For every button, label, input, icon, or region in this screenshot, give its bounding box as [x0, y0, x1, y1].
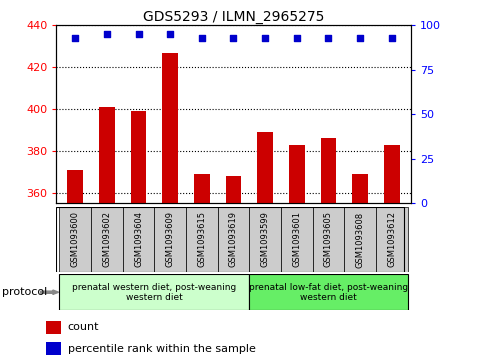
Point — [355, 35, 363, 41]
Text: count: count — [67, 322, 99, 332]
Text: prenatal western diet, post-weaning
western diet: prenatal western diet, post-weaning west… — [72, 282, 236, 302]
Text: percentile rank within the sample: percentile rank within the sample — [67, 344, 255, 354]
Bar — [281, 207, 312, 272]
Bar — [91, 207, 122, 272]
Text: protocol: protocol — [2, 287, 48, 297]
Bar — [67, 170, 83, 203]
Point — [261, 35, 268, 41]
Text: GSM1093602: GSM1093602 — [102, 212, 111, 268]
Text: prenatal low-fat diet, post-weaning
western diet: prenatal low-fat diet, post-weaning west… — [248, 282, 407, 302]
Text: GSM1093612: GSM1093612 — [386, 212, 395, 268]
Bar — [99, 107, 115, 203]
Text: GSM1093600: GSM1093600 — [71, 212, 80, 268]
Bar — [312, 207, 344, 272]
Title: GDS5293 / ILMN_2965275: GDS5293 / ILMN_2965275 — [142, 11, 324, 24]
Bar — [249, 274, 407, 310]
Bar — [351, 174, 367, 203]
Text: GSM1093608: GSM1093608 — [355, 212, 364, 268]
Text: GSM1093615: GSM1093615 — [197, 212, 206, 268]
Point — [387, 35, 395, 41]
Bar — [122, 207, 154, 272]
Bar — [46, 342, 61, 355]
Point — [324, 35, 332, 41]
Bar — [154, 207, 185, 272]
Bar — [130, 111, 146, 203]
Text: GSM1093604: GSM1093604 — [134, 212, 143, 268]
Bar — [59, 207, 91, 272]
Text: GSM1093601: GSM1093601 — [292, 212, 301, 268]
Point — [292, 35, 300, 41]
Point — [134, 31, 142, 37]
Bar — [257, 132, 272, 203]
Text: GSM1093599: GSM1093599 — [260, 212, 269, 268]
Bar — [194, 174, 209, 203]
Text: GSM1093619: GSM1093619 — [228, 212, 238, 268]
Point — [229, 35, 237, 41]
Bar — [162, 53, 178, 203]
Bar — [383, 145, 399, 203]
Bar — [46, 321, 61, 334]
Bar — [288, 145, 304, 203]
Bar — [344, 207, 375, 272]
Text: GSM1093605: GSM1093605 — [323, 212, 332, 268]
Bar — [59, 274, 249, 310]
Text: GSM1093609: GSM1093609 — [165, 212, 174, 268]
Point — [103, 31, 111, 37]
Point — [198, 35, 205, 41]
Bar — [217, 207, 249, 272]
Point — [71, 35, 79, 41]
Bar — [185, 207, 217, 272]
Bar — [375, 207, 407, 272]
Point — [166, 31, 174, 37]
Bar — [225, 176, 241, 203]
Bar — [320, 138, 336, 203]
Bar — [249, 207, 281, 272]
